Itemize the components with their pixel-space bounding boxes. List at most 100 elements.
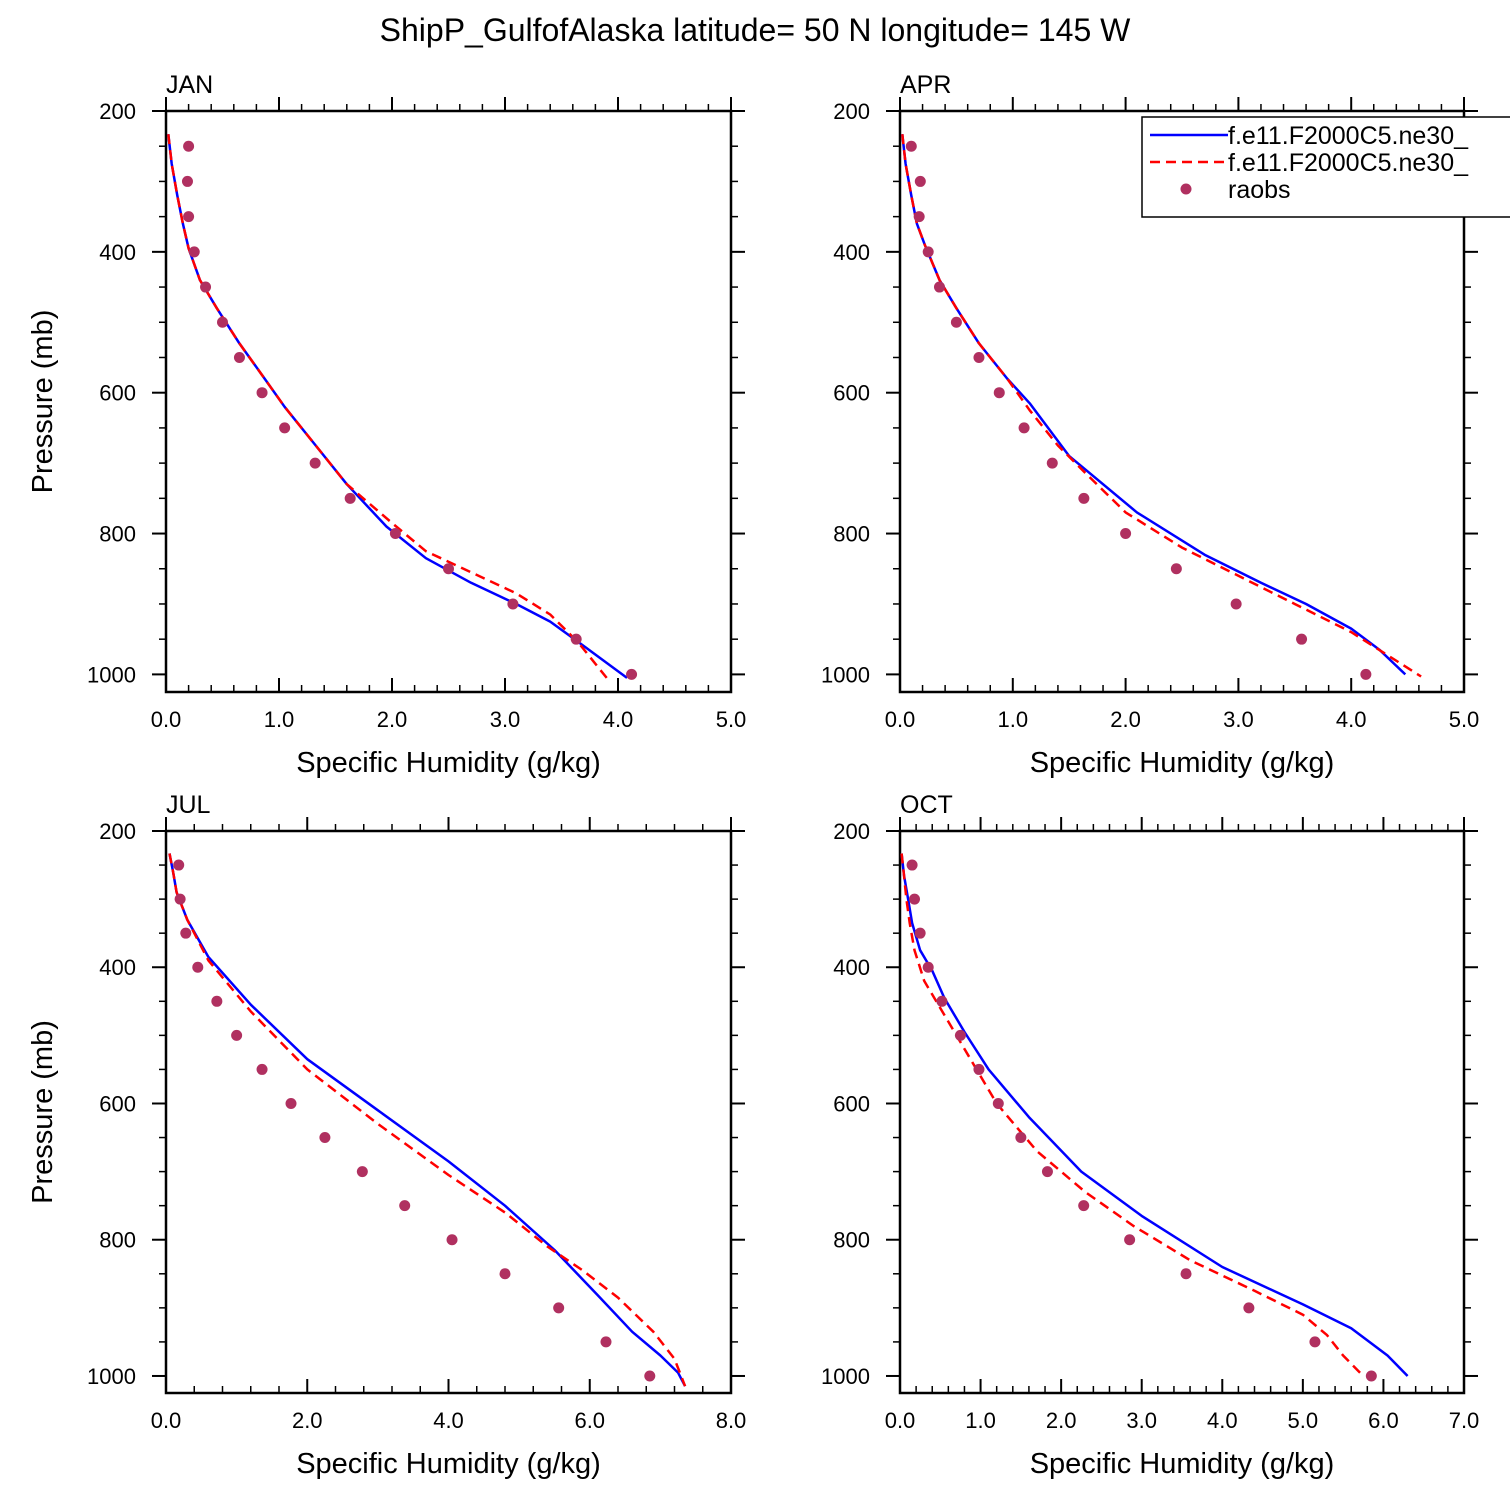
raobs-point <box>256 387 268 399</box>
plot-frame <box>164 109 733 694</box>
raobs-point <box>256 1063 268 1075</box>
raobs-point <box>1078 1200 1090 1212</box>
raobs-point <box>217 316 228 328</box>
page-title: ShipP_GulfofAlaska latitude= 50 N longit… <box>379 12 1131 48</box>
raobs-point <box>914 927 926 939</box>
model-series-dashed-line <box>167 134 608 679</box>
raobs-point <box>909 893 921 905</box>
x-axis-label: Specific Humidity (g/kg) <box>296 747 601 779</box>
raobs-point <box>211 995 223 1007</box>
raobs-point <box>233 351 245 363</box>
raobs-point <box>507 598 519 610</box>
y-tick-label: 600 <box>99 1091 136 1116</box>
y-tick-label: 200 <box>99 819 136 844</box>
raobs-point <box>644 1370 656 1382</box>
x-tick-label: 4.0 <box>1207 1408 1238 1433</box>
raobs-point <box>1124 1234 1136 1246</box>
x-tick-label: 2.0 <box>1110 707 1141 732</box>
raobs-point <box>936 995 948 1007</box>
raobs-point <box>309 457 321 469</box>
y-tick-label: 800 <box>833 522 870 547</box>
raobs-point <box>1018 422 1030 434</box>
x-tick-label: 3.0 <box>1126 1408 1157 1433</box>
y-tick-label: 800 <box>99 1228 136 1253</box>
y-tick-label: 400 <box>833 955 870 980</box>
raobs-point <box>443 563 454 575</box>
y-axis-label: Pressure (mb) <box>27 310 59 494</box>
raobs-point <box>1243 1302 1255 1314</box>
x-tick-label: 1.0 <box>998 707 1029 732</box>
raobs-point <box>173 859 185 871</box>
raobs-point <box>181 175 193 187</box>
raobs-point <box>1015 1132 1027 1144</box>
x-tick-label: 6.0 <box>574 1408 605 1433</box>
y-tick-label: 1000 <box>821 662 870 687</box>
y-tick-label: 1000 <box>821 1364 870 1389</box>
raobs-point <box>399 1200 411 1212</box>
x-tick-label: 2.0 <box>377 707 408 732</box>
x-tick-label: 5.0 <box>1449 707 1480 732</box>
legend-dot-swatch <box>1180 183 1192 195</box>
raobs-point <box>973 1063 985 1075</box>
data-layer <box>167 134 638 680</box>
x-tick-label: 4.0 <box>603 707 634 732</box>
legend-label: raobs <box>1228 176 1291 204</box>
raobs-point <box>913 211 925 223</box>
raobs-point <box>950 316 962 328</box>
y-tick-label: 1000 <box>87 1364 136 1389</box>
y-axis-label: Pressure (mb) <box>27 1020 59 1204</box>
legend: f.e11.F2000C5.ne30_f.e11.F2000C5.ne30_ra… <box>1141 116 1510 218</box>
raobs-point <box>1365 1370 1377 1382</box>
raobs-point <box>626 668 638 680</box>
y-tick-label: 600 <box>833 381 870 406</box>
model-series-dashed-line <box>900 853 1365 1377</box>
chart-panel-oct: 0.0 1.0 2.0 3.0 4.0 5.0 6.0 7.0 200 400 600 800 1000… <box>821 791 1479 1480</box>
raobs-point <box>906 859 918 871</box>
x-tick-label: 3.0 <box>1223 707 1254 732</box>
y-tick-label: 200 <box>99 99 136 124</box>
model-series-solid-line <box>168 853 687 1387</box>
plot-frame <box>898 109 1466 694</box>
raobs-point <box>914 175 926 187</box>
raobs-point <box>992 1097 1004 1109</box>
raobs-point <box>1360 668 1372 680</box>
x-tick-label: 4.0 <box>433 1408 464 1433</box>
raobs-point <box>922 961 934 973</box>
raobs-point <box>180 927 192 939</box>
x-tick-label: 1.0 <box>965 1408 996 1433</box>
raobs-point <box>231 1029 243 1041</box>
raobs-point <box>285 1097 297 1109</box>
x-tick-label: 4.0 <box>1336 707 1367 732</box>
raobs-point <box>933 281 945 293</box>
raobs-point <box>499 1268 511 1280</box>
plot-frame <box>164 829 733 1395</box>
data-layer <box>901 134 1422 680</box>
x-tick-label: 2.0 <box>292 1408 323 1433</box>
raobs-point <box>389 528 401 540</box>
x-tick-label: 1.0 <box>264 707 295 732</box>
y-tick-label: 600 <box>99 381 136 406</box>
raobs-point <box>183 211 195 223</box>
raobs-point <box>279 422 291 434</box>
legend-box <box>1141 116 1510 218</box>
raobs-point <box>1180 1268 1192 1280</box>
raobs-point <box>1078 492 1090 504</box>
raobs-point <box>922 246 934 258</box>
raobs-point <box>319 1132 331 1144</box>
raobs-point <box>1041 1166 1053 1178</box>
panel-title: APR <box>900 71 951 99</box>
chart-panel-apr: 0.0 1.0 2.0 3.0 4.0 5.0 200 400 600 800 1000 APR Spe… <box>821 71 1479 779</box>
y-tick-label: 600 <box>833 1091 870 1116</box>
raobs-point <box>553 1302 565 1314</box>
x-tick-label: 7.0 <box>1449 1408 1480 1433</box>
y-tick-label: 400 <box>99 240 136 265</box>
x-tick-label: 6.0 <box>1368 1408 1399 1433</box>
y-tick-label: 200 <box>833 819 870 844</box>
raobs-point <box>905 140 917 152</box>
x-tick-label: 5.0 <box>716 707 747 732</box>
x-tick-label: 0.0 <box>151 707 182 732</box>
x-tick-label: 8.0 <box>716 1408 747 1433</box>
model-series-dashed-line <box>168 853 687 1387</box>
data-layer <box>168 853 687 1387</box>
